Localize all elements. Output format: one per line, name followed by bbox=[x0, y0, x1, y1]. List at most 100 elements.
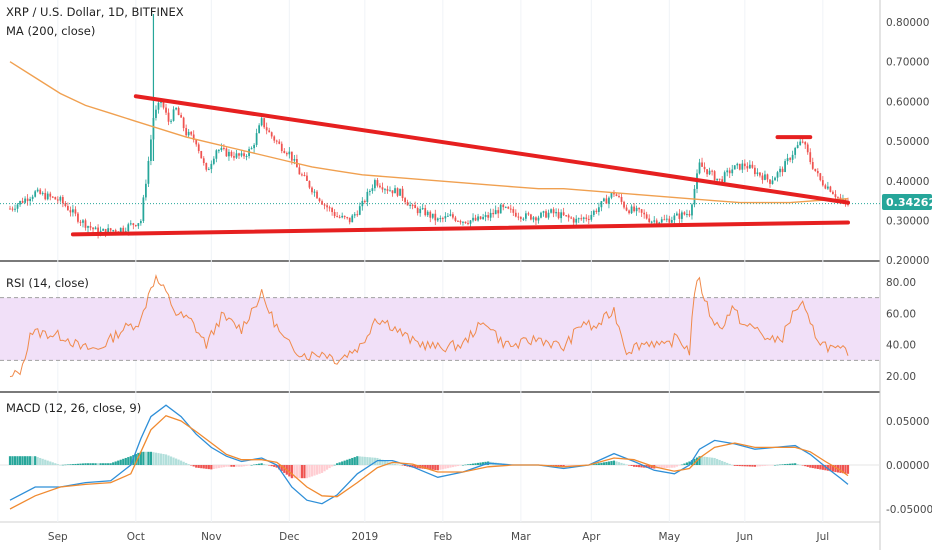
candle-body bbox=[167, 112, 170, 122]
candle-body bbox=[29, 198, 32, 202]
candle-body bbox=[235, 153, 238, 158]
macd-bar bbox=[273, 465, 276, 467]
candle-body bbox=[245, 155, 248, 157]
candle-body bbox=[46, 193, 49, 200]
candle-body bbox=[784, 161, 786, 173]
y-tick-label: 0.20000 bbox=[886, 255, 929, 267]
macd-bar bbox=[260, 463, 263, 465]
y-tick-label: -0.05000 bbox=[886, 504, 932, 516]
macd-bar bbox=[207, 465, 210, 470]
candle-body bbox=[477, 216, 479, 221]
candle-body bbox=[172, 109, 175, 121]
macd-bar bbox=[107, 463, 110, 465]
macd-bar bbox=[358, 456, 361, 465]
macd-bar bbox=[444, 465, 447, 469]
candle-body bbox=[426, 211, 429, 216]
macd-bar bbox=[122, 458, 125, 465]
candle-body bbox=[225, 148, 228, 157]
candle-body bbox=[555, 212, 557, 214]
y-tick-label: 0.60000 bbox=[886, 96, 929, 108]
candle-body bbox=[731, 169, 734, 174]
macd-bar bbox=[748, 465, 751, 467]
candle-body bbox=[610, 193, 613, 198]
macd-bar bbox=[791, 463, 794, 465]
macd-bar bbox=[185, 462, 188, 465]
candle-body bbox=[424, 208, 427, 216]
symbol-legend: XRP / U.S. Dollar, 1D, BITFINEX bbox=[6, 5, 184, 19]
macd-bar bbox=[806, 465, 809, 467]
macd-bar bbox=[768, 465, 772, 466]
candle-body bbox=[585, 217, 588, 219]
candle-body bbox=[575, 218, 578, 223]
candle-body bbox=[660, 219, 663, 223]
candle-body bbox=[363, 200, 366, 203]
candle-body bbox=[368, 191, 371, 193]
macd-bar bbox=[295, 465, 298, 479]
macd-bar bbox=[794, 463, 797, 465]
macd-bar bbox=[821, 465, 824, 470]
macd-bar bbox=[172, 457, 175, 465]
macd-bar bbox=[187, 464, 190, 465]
candle-body bbox=[834, 194, 837, 198]
candle-body bbox=[434, 213, 437, 221]
macd-bar bbox=[670, 465, 673, 468]
candle-body bbox=[683, 212, 686, 215]
candle-body bbox=[565, 215, 568, 217]
candle-body bbox=[414, 205, 417, 209]
macd-bar bbox=[202, 465, 205, 469]
macd-bar bbox=[265, 464, 268, 466]
candle-body bbox=[389, 190, 391, 192]
macd-bar bbox=[112, 462, 115, 465]
macd-bar bbox=[129, 456, 132, 465]
macd-bar bbox=[96, 463, 100, 465]
macd-bar bbox=[49, 461, 52, 465]
candle-body bbox=[562, 212, 565, 216]
candle-body bbox=[479, 216, 482, 220]
macd-bar bbox=[232, 465, 236, 467]
macd-bar bbox=[416, 465, 419, 469]
macd-bar bbox=[137, 452, 140, 465]
candle-body bbox=[633, 206, 635, 212]
candle-body bbox=[540, 212, 542, 218]
macd-bar bbox=[21, 456, 24, 465]
macd-bar bbox=[743, 465, 746, 467]
macd-bar bbox=[69, 464, 72, 465]
macd-bar bbox=[640, 465, 643, 468]
candle-body bbox=[766, 174, 769, 180]
candle-body bbox=[215, 150, 218, 159]
candle-body bbox=[298, 167, 301, 175]
candle-body bbox=[170, 120, 172, 122]
candle-body bbox=[665, 218, 668, 220]
candle-body bbox=[129, 223, 132, 225]
macd-bar bbox=[325, 465, 329, 470]
candle-body bbox=[809, 152, 812, 163]
macd-bar bbox=[839, 465, 842, 473]
macd-bar bbox=[346, 459, 349, 465]
candle-body bbox=[217, 150, 220, 152]
macd-bar bbox=[625, 464, 628, 465]
macd-bar bbox=[114, 461, 117, 465]
candle-body bbox=[77, 213, 79, 222]
candle-body bbox=[497, 210, 500, 214]
rsi-pane bbox=[0, 274, 880, 378]
candle-body bbox=[34, 191, 37, 197]
candle-body bbox=[147, 160, 150, 184]
macd-bar bbox=[242, 465, 246, 467]
macd-bar bbox=[230, 465, 233, 467]
macd-bar bbox=[8, 456, 12, 465]
macd-bar bbox=[426, 465, 429, 470]
candle-body bbox=[278, 141, 281, 144]
candle-body bbox=[220, 147, 223, 151]
macd-bar bbox=[449, 465, 452, 468]
candle-body bbox=[356, 214, 359, 216]
candle-body bbox=[14, 208, 16, 210]
candle-body bbox=[693, 188, 696, 205]
macd-bar bbox=[605, 461, 608, 465]
candle-body bbox=[517, 216, 520, 218]
candle-body bbox=[638, 207, 641, 210]
macd-bar bbox=[127, 457, 130, 465]
macd-bar bbox=[167, 455, 170, 465]
macd-bar bbox=[456, 465, 460, 467]
macd-bar bbox=[222, 465, 226, 468]
candle-body bbox=[207, 169, 210, 171]
